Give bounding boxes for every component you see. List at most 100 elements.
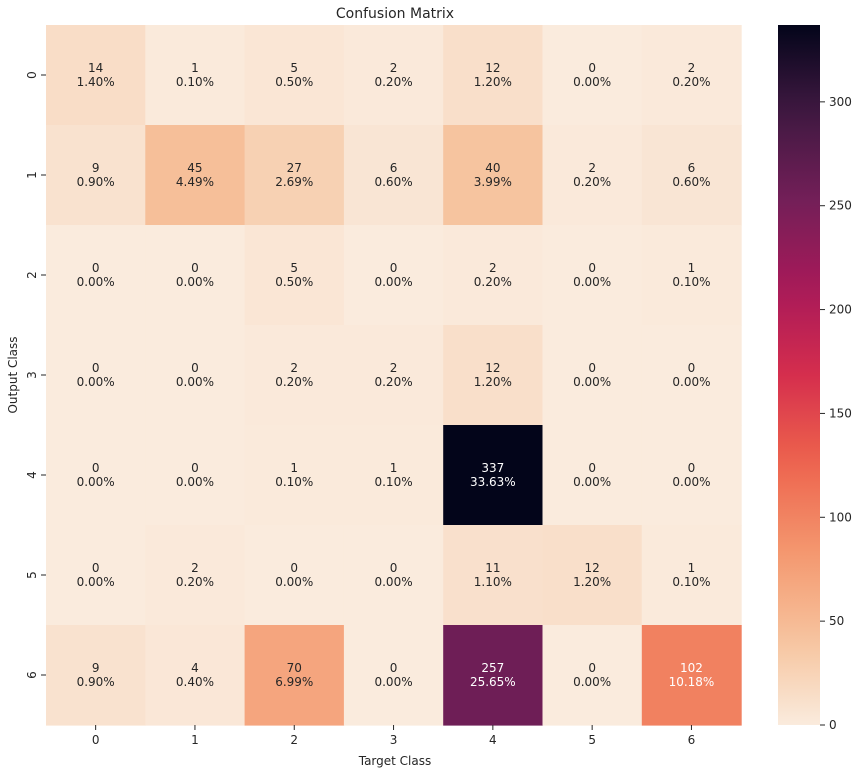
x-tick-label: 4 [489, 733, 497, 747]
heatmap-cell [145, 425, 246, 526]
y-tick-label: 2 [25, 271, 39, 279]
cell-count-label: 0 [588, 461, 596, 475]
colorbar-ticks: 0 50 100 150 200 250 300 [820, 95, 852, 732]
heatmap-cell [343, 225, 444, 326]
cell-count-label: 1 [688, 561, 696, 575]
heatmap-cell [145, 525, 246, 626]
cell-count-label: 70 [287, 661, 302, 675]
colorbar-tick-label: 50 [829, 614, 844, 628]
heatmap-cell [46, 225, 146, 326]
cell-percent-label: 33.63% [470, 475, 516, 489]
y-tick-label: 6 [25, 671, 39, 679]
cell-count-label: 12 [485, 361, 500, 375]
cell-percent-label: 0.20% [672, 75, 710, 89]
cell-count-label: 337 [481, 461, 504, 475]
cell-count-label: 0 [390, 261, 398, 275]
cell-count-label: 2 [588, 161, 596, 175]
colorbar-tick-label: 200 [829, 303, 852, 317]
cell-count-label: 6 [390, 161, 398, 175]
heatmap-cell [244, 425, 345, 526]
cell-percent-label: 25.65% [470, 675, 516, 689]
heatmap-cell [641, 425, 742, 526]
cell-percent-label: 0.50% [275, 275, 313, 289]
colorbar [778, 25, 820, 725]
cell-count-label: 4 [191, 661, 199, 675]
heatmap-cell [244, 25, 345, 126]
cell-percent-label: 1.20% [474, 75, 512, 89]
cell-count-label: 40 [485, 161, 500, 175]
cell-percent-label: 1.40% [77, 75, 115, 89]
heatmap-cell [343, 25, 444, 126]
heatmap-cell [244, 225, 345, 326]
cell-count-label: 1 [390, 461, 398, 475]
y-tick-label: 5 [25, 571, 39, 579]
cell-count-label: 0 [588, 61, 596, 75]
cell-count-label: 0 [588, 261, 596, 275]
x-axis-ticks: 0 1 2 3 4 5 6 [92, 725, 695, 747]
y-axis-ticks: 0 1 2 3 4 5 6 [25, 71, 46, 679]
cell-count-label: 6 [688, 161, 696, 175]
cell-percent-label: 2.69% [275, 175, 313, 189]
heatmap-cell [641, 525, 742, 626]
cell-percent-label: 0.20% [474, 275, 512, 289]
cell-count-label: 0 [191, 361, 199, 375]
heatmap-cell [145, 325, 246, 426]
cell-count-label: 9 [92, 661, 100, 675]
cell-count-label: 0 [92, 361, 100, 375]
heatmap-cells [46, 25, 742, 726]
cell-count-label: 0 [588, 661, 596, 675]
cell-count-label: 2 [191, 561, 199, 575]
heatmap-cell [542, 25, 643, 126]
cell-count-label: 27 [287, 161, 302, 175]
colorbar-tick-label: 300 [829, 95, 852, 109]
heatmap-cell [244, 525, 345, 626]
cell-percent-label: 6.99% [275, 675, 313, 689]
heatmap-cell [443, 425, 544, 526]
cell-count-label: 45 [187, 161, 202, 175]
cell-percent-label: 0.20% [374, 75, 412, 89]
x-tick-label: 5 [588, 733, 596, 747]
heatmap-cell [443, 225, 544, 326]
cell-count-label: 0 [688, 461, 696, 475]
cell-percent-label: 0.10% [275, 475, 313, 489]
y-tick-label: 1 [25, 171, 39, 179]
cell-percent-label: 0.10% [672, 275, 710, 289]
cell-count-label: 0 [588, 361, 596, 375]
cell-count-label: 12 [485, 61, 500, 75]
heatmap-cell [542, 625, 643, 726]
cell-percent-label: 0.60% [374, 175, 412, 189]
chart-title: Confusion Matrix [336, 6, 454, 22]
cell-percent-label: 1.20% [573, 575, 611, 589]
heatmap-cell [443, 25, 544, 126]
cell-percent-label: 0.00% [573, 475, 611, 489]
cell-percent-label: 0.00% [573, 675, 611, 689]
cell-percent-label: 0.50% [275, 75, 313, 89]
colorbar-gradient [778, 25, 820, 725]
cell-percent-label: 1.10% [474, 575, 512, 589]
heatmap-cell [343, 425, 444, 526]
y-tick-label: 3 [25, 371, 39, 379]
x-tick-label: 2 [290, 733, 298, 747]
cell-percent-label: 0.00% [275, 575, 313, 589]
cell-count-label: 0 [191, 261, 199, 275]
cell-percent-label: 0.10% [176, 75, 214, 89]
cell-count-label: 0 [390, 561, 398, 575]
heatmap-cell [244, 125, 345, 226]
heatmap-cell [641, 625, 742, 726]
heatmap-cell [145, 125, 246, 226]
cell-percent-label: 0.00% [573, 375, 611, 389]
cell-annotations: 141.40%10.10%50.50%20.20%121.20%00.00%20… [77, 61, 715, 689]
x-axis-label: Target Class [358, 754, 432, 768]
heatmap-cell [542, 525, 643, 626]
cell-percent-label: 0.10% [374, 475, 412, 489]
cell-count-label: 257 [481, 661, 504, 675]
cell-percent-label: 0.00% [77, 275, 115, 289]
colorbar-tick-label: 250 [829, 199, 852, 213]
heatmap-cell [244, 325, 345, 426]
cell-percent-label: 0.20% [275, 375, 313, 389]
cell-count-label: 102 [680, 661, 703, 675]
cell-count-label: 0 [191, 461, 199, 475]
heatmap-cell [46, 25, 146, 126]
cell-count-label: 14 [88, 61, 103, 75]
